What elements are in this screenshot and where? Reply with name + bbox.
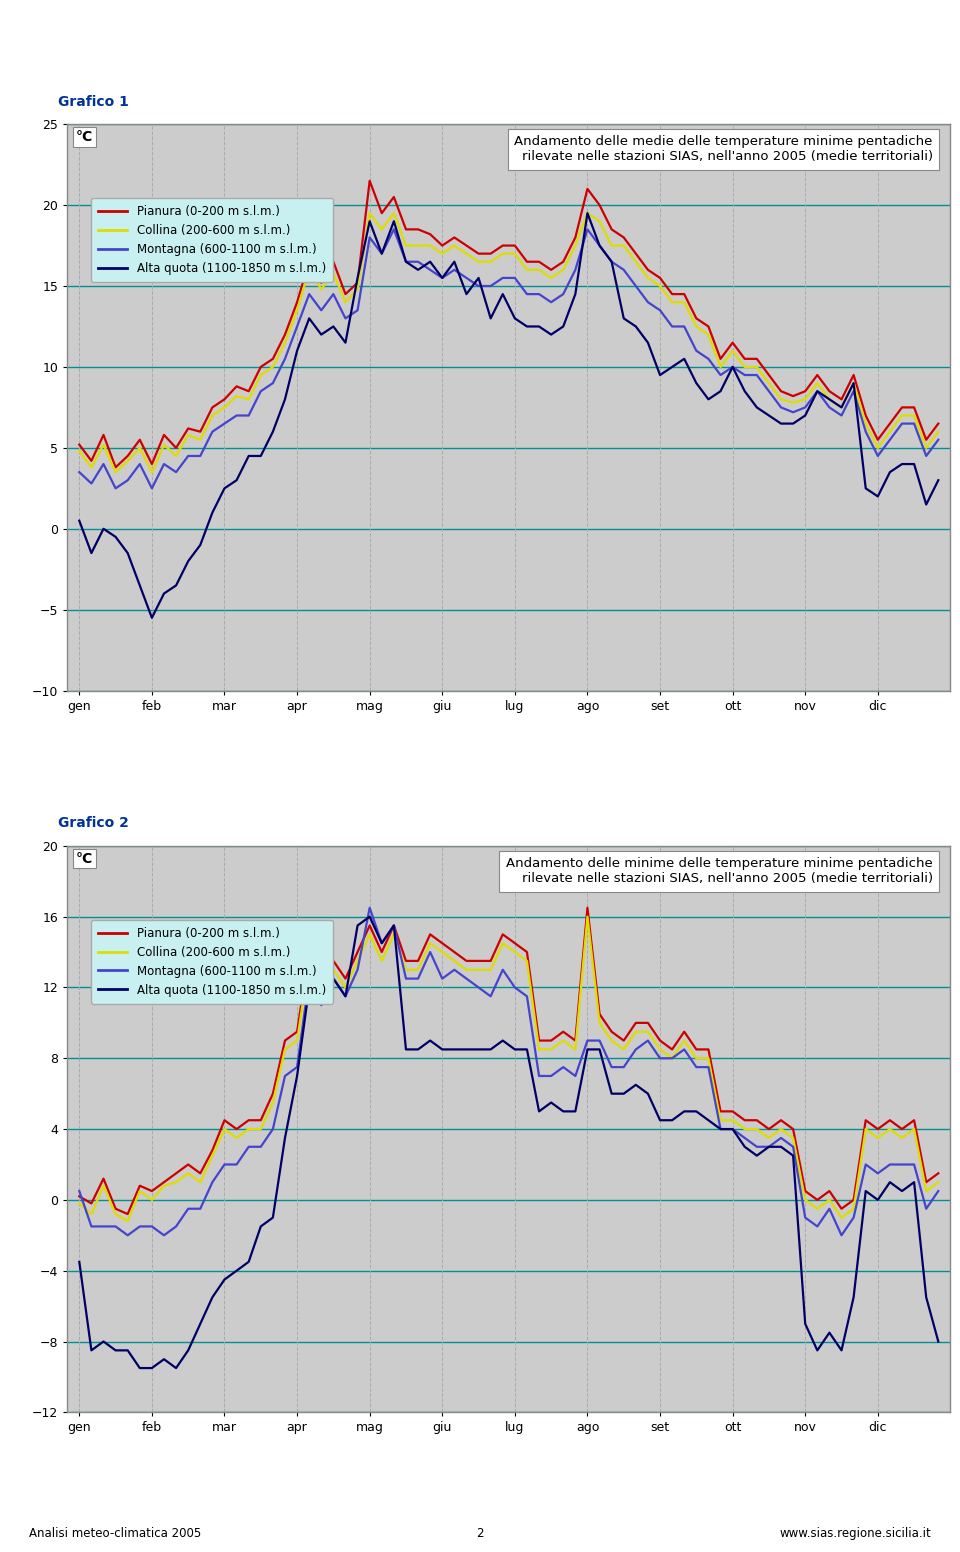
Text: °C: °C bbox=[76, 852, 93, 866]
Text: Grafico 1: Grafico 1 bbox=[58, 95, 129, 109]
Text: Analisi meteo-climatica 2005: Analisi meteo-climatica 2005 bbox=[29, 1527, 201, 1540]
Text: 2: 2 bbox=[476, 1527, 484, 1540]
Text: °C: °C bbox=[76, 130, 93, 144]
Legend: Pianura (0-200 m s.l.m.), Collina (200-600 m s.l.m.), Montagna (600-1100 m s.l.m: Pianura (0-200 m s.l.m.), Collina (200-6… bbox=[91, 199, 333, 282]
Text: Andamento delle minime delle temperature minime pentadiche
rilevate nelle stazio: Andamento delle minime delle temperature… bbox=[506, 857, 933, 885]
Text: www.sias.regione.sicilia.it: www.sias.regione.sicilia.it bbox=[780, 1527, 931, 1540]
Text: Andamento delle medie delle temperature minime pentadiche
rilevate nelle stazion: Andamento delle medie delle temperature … bbox=[515, 135, 933, 163]
Legend: Pianura (0-200 m s.l.m.), Collina (200-600 m s.l.m.), Montagna (600-1100 m s.l.m: Pianura (0-200 m s.l.m.), Collina (200-6… bbox=[91, 920, 333, 1004]
Text: Grafico 2: Grafico 2 bbox=[58, 816, 129, 830]
